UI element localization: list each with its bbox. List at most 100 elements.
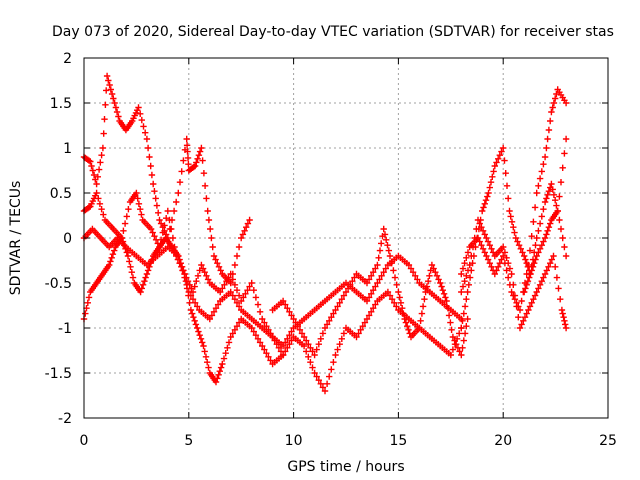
data-point: [221, 281, 228, 288]
data-point: [484, 193, 491, 200]
data-point: [300, 333, 308, 341]
data-point: [541, 234, 549, 242]
data-point: [336, 299, 343, 306]
data-point: [115, 113, 122, 120]
data-point: [288, 328, 295, 335]
data-point: [365, 294, 373, 301]
data-point: [526, 274, 533, 281]
data-point: [412, 272, 419, 279]
data-point: [263, 323, 270, 330]
data-point: [402, 319, 410, 326]
series-track-b: [80, 189, 287, 359]
data-point: [199, 265, 207, 272]
data-point: [480, 204, 487, 211]
data-point: [526, 247, 534, 254]
data-point: [552, 263, 559, 270]
data-point: [481, 200, 488, 207]
y-tick-label: -0.5: [45, 276, 72, 292]
data-point: [376, 276, 383, 283]
data-point: [517, 245, 524, 252]
data-point: [558, 306, 566, 314]
data-point: [201, 182, 209, 189]
data-point: [458, 324, 465, 332]
data-point: [533, 252, 540, 260]
y-tick-label: -2: [58, 411, 72, 427]
data-point: [447, 319, 454, 326]
data-point: [426, 272, 433, 279]
chart-title: Day 073 of 2020, Sidereal Day-to-day VTE…: [52, 24, 614, 40]
data-point: [334, 346, 341, 353]
data-point: [378, 272, 385, 279]
data-point: [95, 195, 102, 202]
data-point: [199, 339, 206, 346]
data-point: [315, 341, 322, 348]
data-point: [515, 242, 523, 249]
data-point: [123, 249, 130, 256]
data-point: [223, 278, 230, 285]
data-point: [544, 227, 551, 234]
data-point: [560, 314, 567, 321]
data-point: [298, 330, 306, 337]
data-point: [110, 95, 117, 102]
data-point: [535, 285, 542, 292]
data-point: [474, 216, 482, 224]
data-point: [185, 288, 192, 296]
data-point: [227, 288, 234, 296]
data-point: [263, 350, 270, 357]
data-point: [244, 220, 252, 227]
grid: [84, 58, 608, 418]
data-point: [518, 321, 525, 328]
data-point: [554, 207, 561, 215]
data-point: [456, 330, 463, 337]
data-point: [419, 303, 427, 310]
data-point: [138, 285, 145, 292]
data-point: [522, 285, 529, 292]
data-point: [175, 189, 182, 197]
data-point: [460, 337, 467, 344]
data-point: [147, 225, 155, 233]
data-point: [137, 110, 144, 117]
data-point: [516, 306, 524, 314]
data-point: [476, 238, 483, 245]
data-point: [463, 254, 470, 261]
data-point: [523, 310, 530, 317]
data-point: [487, 179, 495, 186]
data-point: [461, 278, 468, 285]
data-point: [319, 384, 327, 391]
data-point: [483, 234, 490, 242]
data-point: [164, 207, 171, 215]
data-point: [227, 270, 234, 278]
data-point: [349, 278, 356, 285]
data-point: [498, 256, 505, 263]
data-point: [235, 243, 243, 251]
data-point: [562, 252, 570, 260]
data-point: [214, 301, 222, 308]
data-point: [533, 234, 540, 242]
data-point: [195, 328, 202, 335]
data-point: [144, 144, 152, 152]
data-point: [347, 281, 354, 288]
data-point: [449, 346, 457, 353]
data-point: [453, 341, 460, 348]
data-point: [520, 317, 527, 324]
data-point: [128, 269, 135, 276]
data-point: [101, 116, 108, 123]
data-point: [383, 236, 390, 243]
x-axis-label: GPS time / hours: [287, 459, 404, 475]
data-point: [382, 265, 389, 272]
data-point: [141, 278, 148, 285]
data-point: [189, 310, 196, 317]
data-point: [219, 285, 226, 292]
data-point: [521, 314, 529, 321]
data-point: [552, 197, 559, 204]
data-point: [261, 346, 268, 353]
data-point: [87, 158, 94, 165]
y-tick-label: 0: [63, 231, 72, 247]
data-point: [525, 261, 532, 269]
data-point: [98, 152, 105, 159]
data-point: [311, 369, 318, 377]
data-point: [555, 285, 562, 292]
data-point: [540, 161, 547, 168]
data-point: [501, 249, 509, 256]
